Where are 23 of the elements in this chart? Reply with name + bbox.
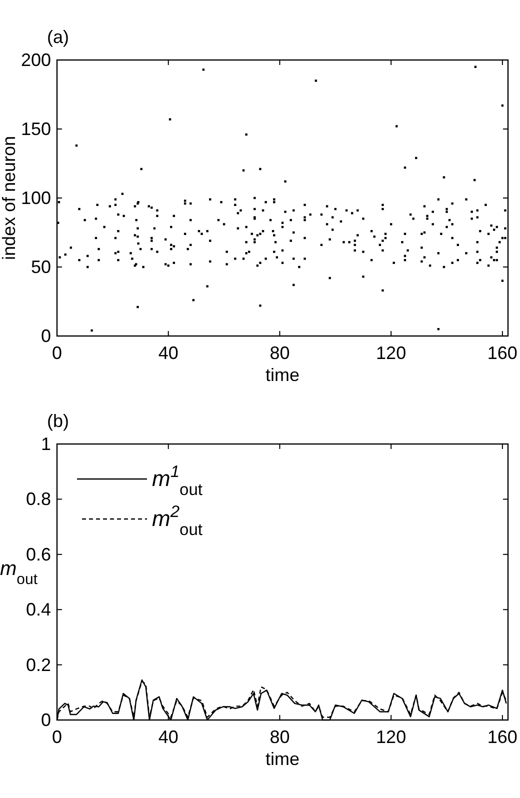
y-tick-label: 0.2	[26, 654, 51, 675]
y-axis-title: index of neuron	[0, 136, 19, 260]
y-tick-label: 0.4	[26, 600, 51, 620]
y-tick-label: 1	[40, 434, 51, 454]
y-tick-label: 150	[20, 119, 51, 139]
x-tick-label: 80	[270, 727, 290, 747]
x-tick-label: 160	[487, 727, 518, 747]
y-tick-label: 0.8	[26, 489, 51, 510]
y-tick-label: 100	[20, 188, 51, 208]
y-tick-label: 50	[30, 257, 51, 277]
x-axis-title: time	[265, 365, 300, 385]
y-tick-label: 0	[40, 326, 51, 346]
x-tick-label: 40	[158, 343, 178, 363]
chart-title: (b)	[47, 411, 69, 431]
x-tick-label: 80	[270, 343, 290, 363]
y-tick-label: 0	[40, 710, 51, 730]
chart-title: (a)	[47, 27, 69, 47]
y-tick-label: 200	[20, 50, 51, 70]
x-tick-label: 40	[158, 727, 178, 747]
x-tick-label: 120	[376, 343, 406, 363]
x-tick-label: 120	[376, 727, 406, 747]
x-tick-label: 160	[487, 343, 518, 363]
x-axis-title: time	[265, 749, 300, 769]
